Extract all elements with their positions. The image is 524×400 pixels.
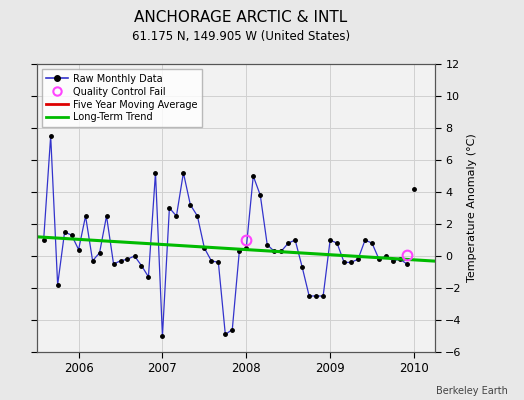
Text: Berkeley Earth: Berkeley Earth — [436, 386, 508, 396]
Text: ANCHORAGE ARCTIC & INTL: ANCHORAGE ARCTIC & INTL — [135, 10, 347, 25]
Y-axis label: Temperature Anomaly (°C): Temperature Anomaly (°C) — [467, 134, 477, 282]
Legend: Raw Monthly Data, Quality Control Fail, Five Year Moving Average, Long-Term Tren: Raw Monthly Data, Quality Control Fail, … — [41, 69, 202, 127]
Text: 61.175 N, 149.905 W (United States): 61.175 N, 149.905 W (United States) — [132, 30, 350, 43]
